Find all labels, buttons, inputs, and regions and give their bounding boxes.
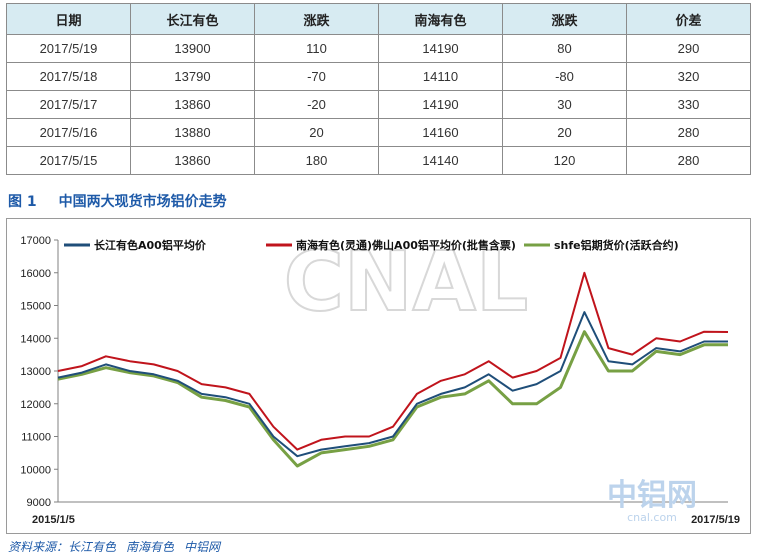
price-table: 日期 长江有色 涨跌 南海有色 涨跌 价差 2017/5/19 13900 11…: [6, 3, 751, 175]
cell-change-2: 120: [502, 146, 627, 175]
x-tick-label: 2017/5/19: [691, 514, 740, 526]
cell-nanhai: 14190: [378, 34, 503, 63]
series-nanhai-line: [57, 271, 729, 451]
y-tick-label: 9000: [27, 497, 51, 509]
cell-spread: 320: [626, 62, 751, 91]
header-change-1: 涨跌: [254, 3, 379, 35]
cell-changjiang: 13790: [130, 62, 255, 91]
logo-main: 中铝网: [607, 478, 697, 513]
legend-label: 南海有色(灵通)佛山A00铝平均价(批售含票): [296, 238, 516, 252]
cell-changjiang: 13880: [130, 118, 255, 147]
cell-change-1: -70: [254, 62, 379, 91]
table-row: 2017/5/17 13860 -20 14190 30 330: [6, 90, 751, 119]
series-changjiang-line: [57, 311, 728, 458]
y-tick-label: 17000: [20, 235, 51, 247]
header-changjiang: 长江有色: [130, 3, 255, 35]
cell-spread: 290: [626, 34, 751, 63]
cell-date: 2017/5/16: [6, 118, 131, 147]
header-nanhai: 南海有色: [378, 3, 503, 35]
y-tick-label: 11000: [21, 432, 51, 444]
y-tick-label: 16000: [20, 268, 51, 280]
cell-spread: 280: [626, 118, 751, 147]
cell-change-2: -80: [502, 62, 627, 91]
table-row: 2017/5/18 13790 -70 14110 -80 320: [6, 62, 751, 91]
plot-area: 9000 10000 11000 12000 13000 14000 15000 16000 1…: [20, 235, 740, 526]
legend-label: 长江有色A00铝平均价: [94, 238, 207, 252]
x-tick-label: 2015/1/5: [32, 514, 75, 526]
cell-change-1: 110: [254, 34, 379, 63]
y-tick-label: 14000: [20, 333, 51, 345]
cell-changjiang: 13860: [130, 90, 255, 119]
logo-sub: cnal.com: [627, 511, 677, 524]
cell-nanhai: 14140: [378, 146, 503, 175]
header-date: 日期: [6, 3, 131, 35]
cell-change-2: 80: [502, 34, 627, 63]
series-shfe-line: [57, 330, 728, 468]
price-line-chart: CNAL 9000 10000 11000 12000 13000 14000 15000 1…: [6, 218, 751, 534]
header-change-2: 涨跌: [502, 3, 627, 35]
header-spread: 价差: [626, 3, 751, 35]
cell-nanhai: 14160: [378, 118, 503, 147]
source-item: 中铝网: [184, 540, 221, 554]
chart-frame: [6, 218, 751, 534]
source-label: 资料来源：长江有色: [8, 540, 117, 554]
cell-spread: 330: [626, 90, 751, 119]
cell-spread: 280: [626, 146, 751, 175]
source-note: 资料来源：长江有色 南海有色 中铝网: [8, 538, 230, 555]
cell-nanhai: 14110: [378, 62, 503, 91]
cell-date: 2017/5/18: [6, 62, 131, 91]
figure-title: 中国两大现货市场铝价走势: [58, 194, 227, 210]
table-row: 2017/5/16 13880 20 14160 20 280: [6, 118, 751, 147]
cell-date: 2017/5/19: [6, 34, 131, 63]
cell-change-1: 20: [254, 118, 379, 147]
cell-change-2: 30: [502, 90, 627, 119]
y-tick-label: 10000: [20, 464, 51, 476]
table-row: 2017/5/19 13900 110 14190 80 290: [6, 34, 751, 63]
cell-nanhai: 14190: [378, 90, 503, 119]
figure-caption: 图 1 中国两大现货市场铝价走势: [8, 191, 227, 211]
watermark-text: CNAL: [284, 235, 529, 330]
y-tick-label: 15000: [20, 301, 51, 313]
cell-change-2: 20: [502, 118, 627, 147]
cell-changjiang: 13900: [130, 34, 255, 63]
table-header-row: 日期 长江有色 涨跌 南海有色 涨跌 价差: [6, 3, 751, 35]
legend-label: shfe铝期货价(活跃合约): [554, 238, 679, 252]
table-row: 2017/5/15 13860 180 14140 120 280: [6, 146, 751, 175]
cell-changjiang: 13860: [130, 146, 255, 175]
cell-change-1: -20: [254, 90, 379, 119]
figure-number: 图 1: [8, 194, 37, 210]
source-item: 南海有色: [126, 540, 175, 554]
cell-date: 2017/5/17: [6, 90, 131, 119]
legend: 长江有色A00铝平均价 南海有色(灵通)佛山A00铝平均价(批售含票) shfe铝期…: [64, 238, 679, 252]
y-tick-label: 12000: [20, 399, 51, 411]
cnal-logo: 中铝网 cnal.com: [607, 478, 697, 524]
cell-date: 2017/5/15: [6, 146, 131, 175]
cell-change-1: 180: [254, 146, 379, 175]
y-tick-label: 13000: [20, 366, 51, 378]
